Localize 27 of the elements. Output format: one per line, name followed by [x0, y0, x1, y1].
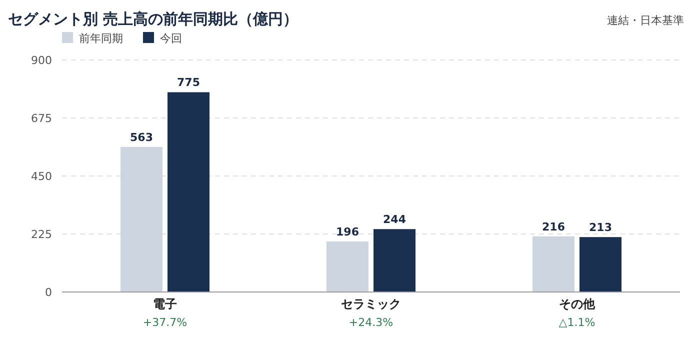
legend-label: 前年同期: [79, 32, 123, 45]
x-tick-label: その他: [559, 297, 596, 311]
legend-label: 今回: [160, 32, 182, 45]
x-tick-label: 電子: [153, 297, 177, 311]
chart-title: セグメント別 売上高の前年同期比（億円）: [8, 10, 298, 28]
data-label: 213: [589, 221, 612, 234]
y-tick-label: 450: [31, 170, 52, 183]
bar: [326, 241, 368, 292]
bar: [120, 146, 162, 292]
text: +24.3%: [348, 316, 394, 329]
y-tick-label: 225: [31, 228, 52, 241]
bar: [532, 236, 574, 292]
bar: [374, 229, 416, 292]
text: +37.7%: [142, 316, 188, 329]
text: 連結・日本基準: [607, 14, 684, 27]
y-tick-label: 900: [31, 54, 52, 67]
data-label: 216: [542, 220, 566, 234]
y-tick-label: 675: [31, 112, 52, 125]
x-tick-label: セラミック: [341, 297, 401, 311]
bar: [168, 92, 210, 292]
data-label: 563: [130, 130, 153, 144]
data-label: 775: [177, 76, 200, 90]
text: △1.1%: [558, 316, 596, 329]
bar: [580, 237, 622, 292]
y-tick-label: 0: [45, 286, 52, 299]
data-label: 244: [383, 213, 406, 226]
data-label: 196: [336, 225, 360, 238]
